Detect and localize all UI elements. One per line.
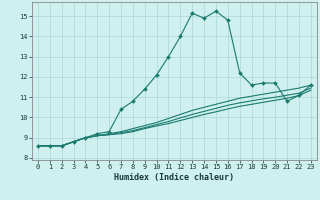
X-axis label: Humidex (Indice chaleur): Humidex (Indice chaleur) bbox=[115, 173, 234, 182]
